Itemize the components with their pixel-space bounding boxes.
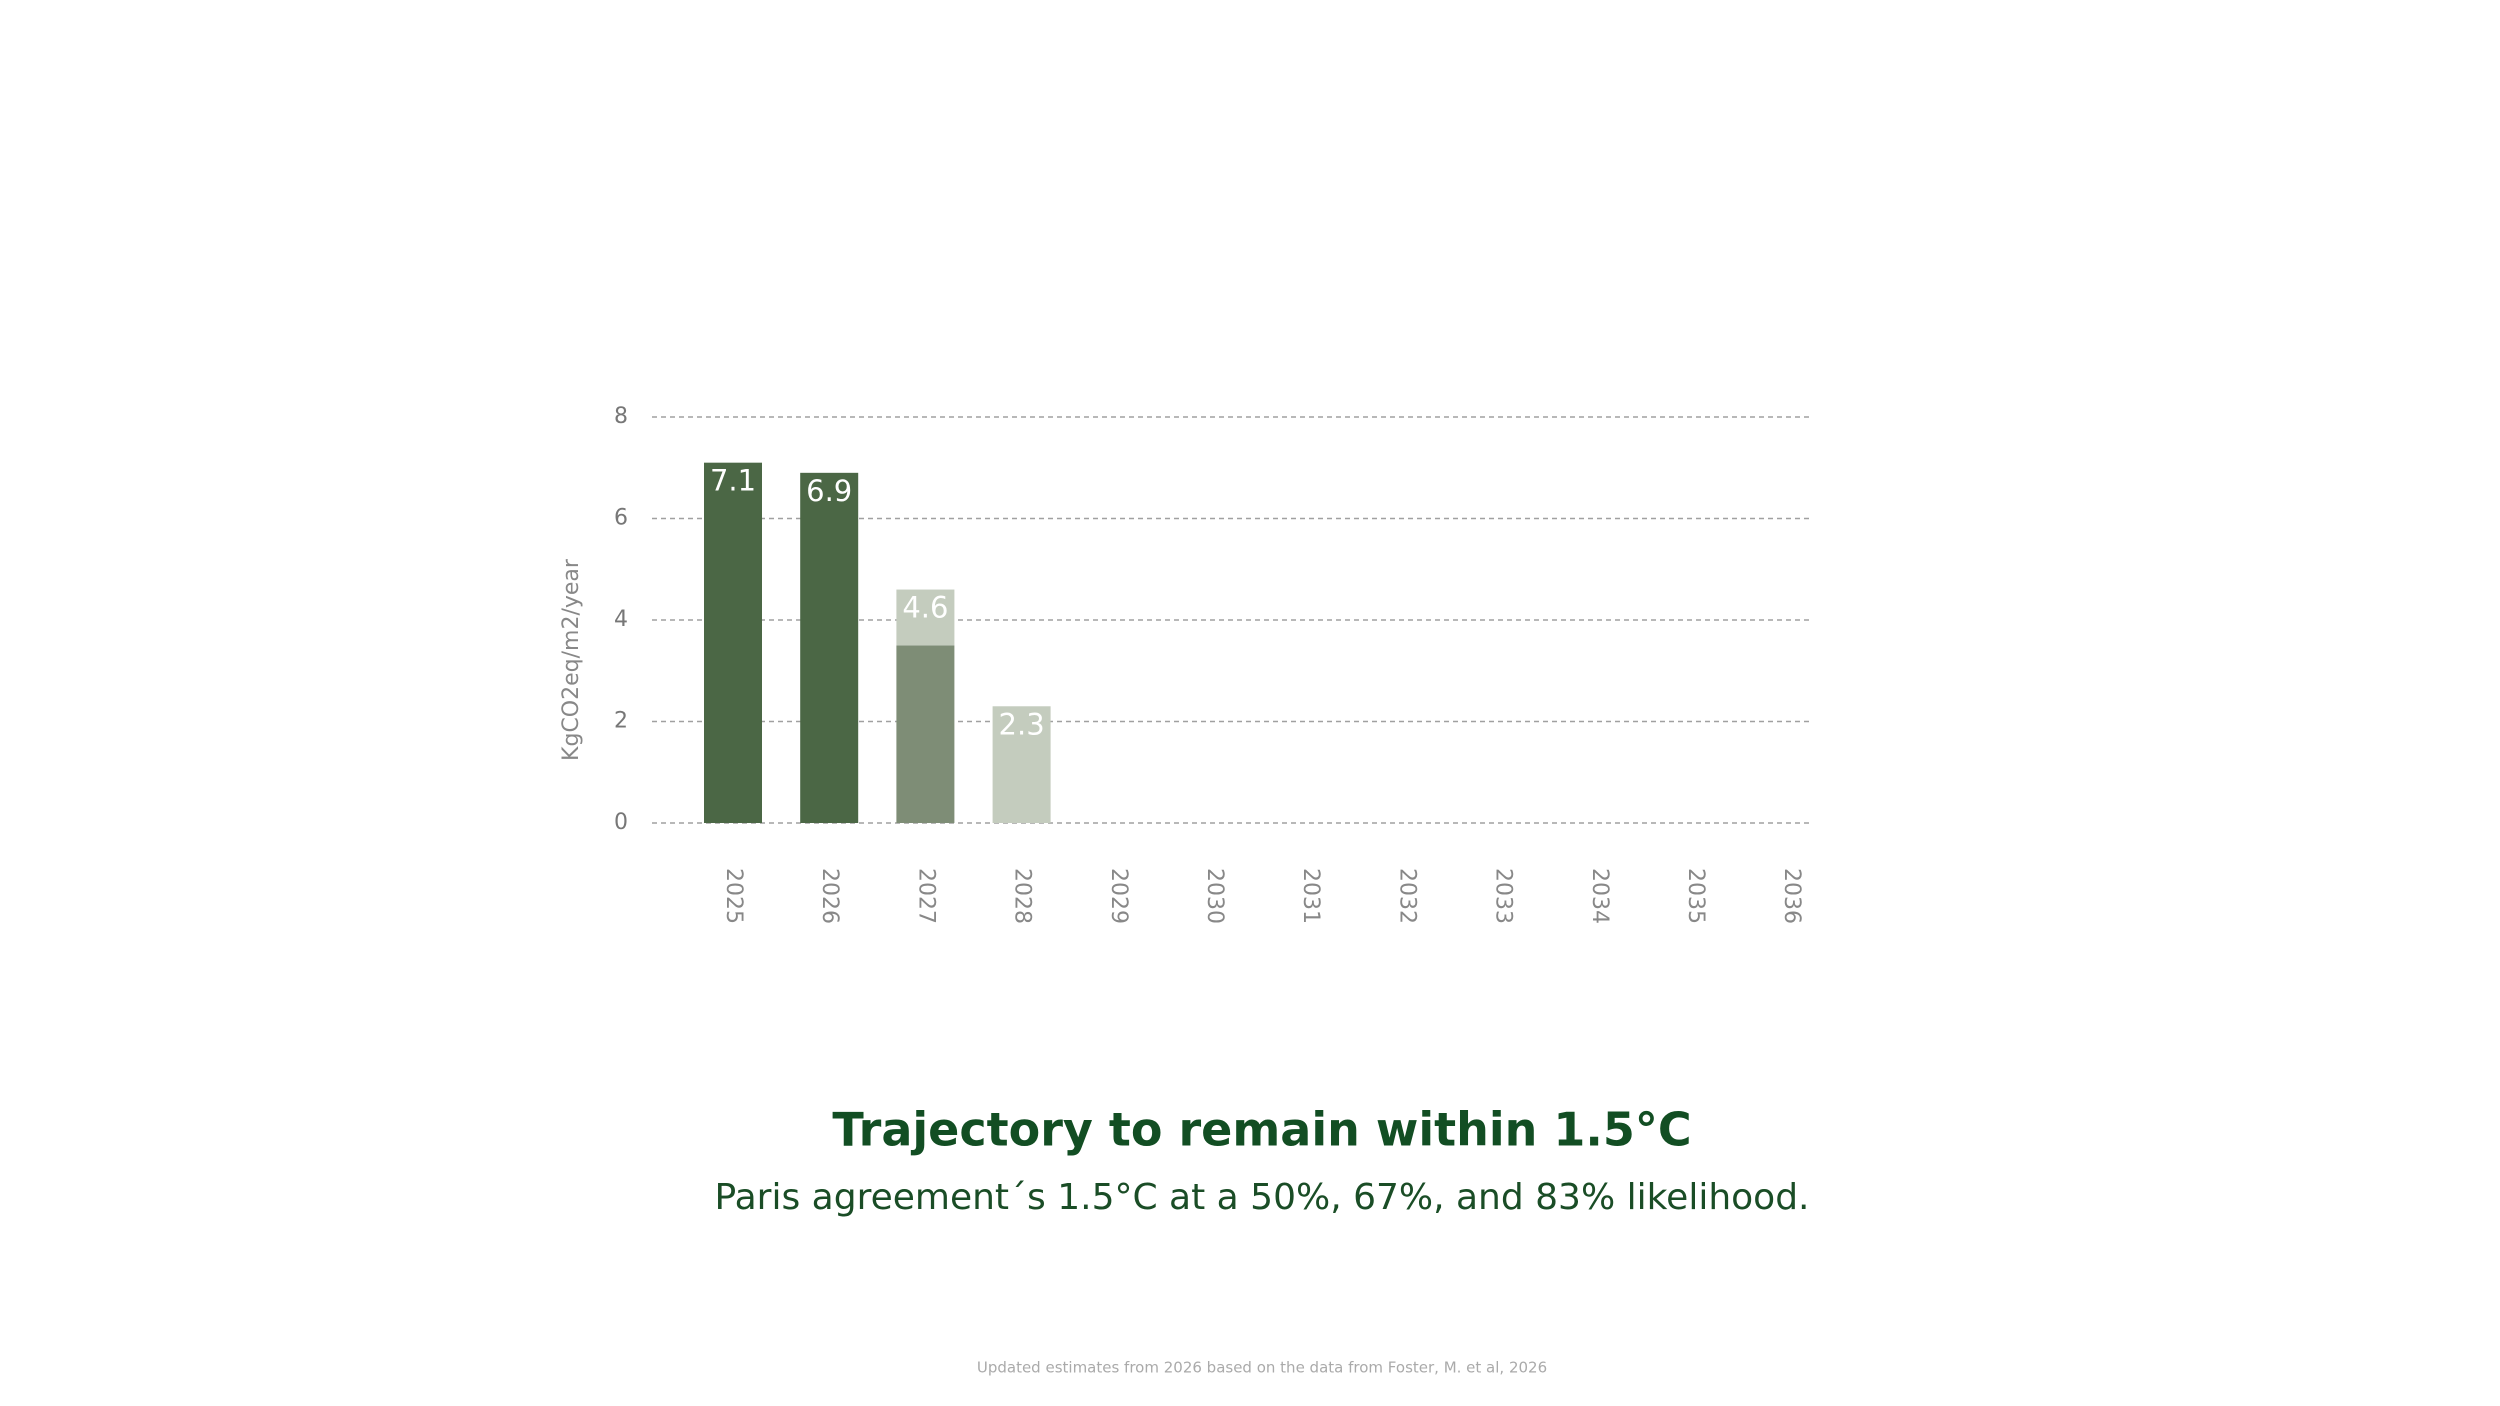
y-tick-label: 8 [614,404,628,429]
x-tick-label: 2033 [1491,868,1516,924]
x-tick-label: 2034 [1587,868,1612,924]
value-label: 2.3 [999,707,1045,741]
x-tick-label: 2028 [1010,868,1035,924]
chart-subtitle: Paris agreement´s 1.5°C at a 50%, 67%, a… [715,1177,1810,1218]
x-tick-label: 2030 [1202,868,1227,924]
bar [800,472,859,823]
x-tick-label: 2025 [721,868,746,924]
x-tick-label: 2031 [1298,868,1323,924]
value-label: 7.1 [710,464,756,498]
bar [896,645,955,823]
x-tick-label: 2029 [1106,868,1131,924]
bar [896,589,955,646]
x-tick-label: 2027 [913,868,938,924]
bar [992,706,1051,823]
x-tick-label: 2035 [1683,868,1708,924]
y-tick-label: 4 [614,607,628,632]
value-label: 6.9 [806,474,852,508]
footnote: Updated estimates from 2026 based on the… [977,1359,1547,1377]
y-tick-label: 0 [614,810,628,835]
y-axis-label: KgCO2eq/m2/year [559,558,584,761]
bar [704,462,762,823]
y-tick-label: 2 [614,709,628,734]
x-tick-label: 2036 [1779,868,1804,924]
x-tick-label: 2026 [817,868,842,924]
value-label: 4.6 [902,591,948,625]
chart-title: Trajectory to remain within 1.5°C [832,1103,1691,1157]
x-tick-label: 2032 [1394,868,1419,924]
y-tick-label: 6 [614,506,628,531]
